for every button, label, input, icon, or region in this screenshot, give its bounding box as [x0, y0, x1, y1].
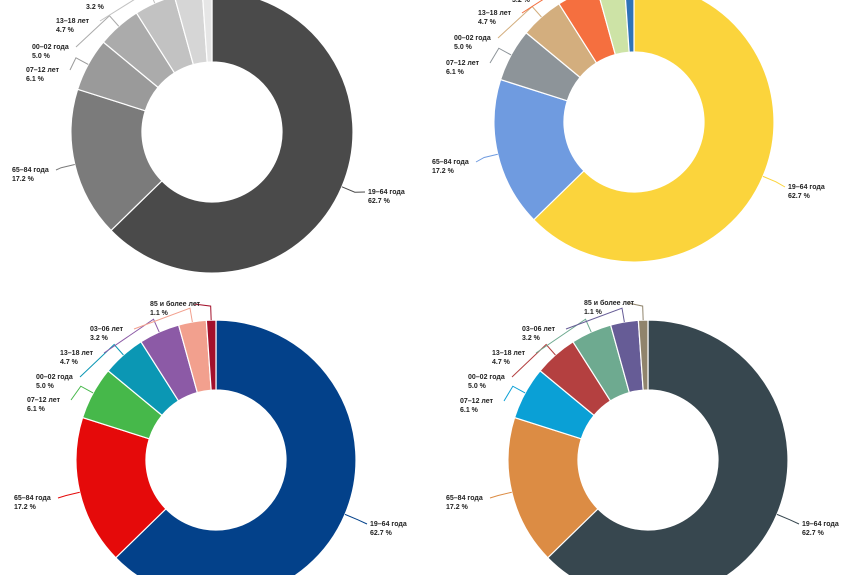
- donut-3-value-label-0: 62.7 %: [370, 530, 393, 537]
- donut-1-value-label-0: 62.7 %: [368, 198, 391, 205]
- donut-2-category-label-4: 13–18 лет: [478, 10, 512, 17]
- donut-1-slice-1-65-84[interactable]: [70, 88, 163, 232]
- donut-chart-2: 19–64 года 62.7 % 65–84 года 17.2 % 07–12 ле…: [432, 0, 825, 263]
- donut-4-leader-line-6: [627, 302, 644, 321]
- donut-3-value-label-1: 17.2 %: [14, 504, 37, 511]
- donut-3-leader-line-3: [79, 343, 124, 378]
- donut-4-category-label-2: 07–12 лет: [460, 398, 494, 405]
- donut-1-category-label-4: 13–18 лет: [56, 18, 90, 25]
- donut-1-leader-line-3: [75, 15, 120, 48]
- donut-2-leader-line-2: [489, 47, 512, 64]
- donut-3-slice-6-85[interactable]: [205, 319, 217, 391]
- donut-1-value-label-1: 17.2 %: [12, 176, 35, 183]
- donut-4-leader-line-4: [535, 318, 592, 354]
- donut-1-leader-line-4: [99, 0, 156, 22]
- donut-3-category-label-6: 85 и более лет: [150, 300, 201, 308]
- donut-3-leader-line-2: [70, 385, 94, 401]
- donut-4-value-label-4: 4.7 %: [492, 359, 511, 366]
- donut-4-leader-line-2: [503, 385, 526, 402]
- donut-2-slice-0-19-64[interactable]: [532, 0, 775, 263]
- donut-2-leader-line-0: [762, 175, 786, 188]
- donut-4-slice-6-85[interactable]: [637, 319, 649, 391]
- donut-4-category-label-5: 03–06 лет: [522, 326, 556, 333]
- donut-2-slice-6-85[interactable]: [624, 0, 635, 53]
- donut-2-value-label-5: 3.2 %: [512, 0, 531, 4]
- donut-2-category-label-1: 65–84 года: [432, 159, 469, 166]
- donut-1-slice-0-19-64[interactable]: [110, 0, 354, 274]
- donut-3-leader-line-6: [193, 303, 212, 321]
- donut-1-value-label-2: 6.1 %: [26, 76, 45, 83]
- donut-3-category-label-0: 19–64 года: [370, 521, 407, 528]
- donut-1-category-label-2: 07–12 лет: [26, 67, 60, 74]
- donut-4-category-label-0: 19–64 года: [802, 521, 839, 528]
- donut-4-value-label-6: 1.1 %: [584, 309, 603, 316]
- donut-1-value-label-3: 5.0 %: [32, 53, 51, 60]
- donut-4-leader-line-3: [511, 343, 556, 378]
- donut-chart-1: 19–64 года 62.7 % 65–84 года 17.2 % 07–12 ле…: [12, 0, 405, 274]
- donut-chart-4: 19–64 года 62.7 % 65–84 года 17.2 % 07–12 ле…: [446, 299, 839, 575]
- donut-1-slice-6-85[interactable]: [202, 0, 213, 63]
- donut-3-leader-line-4: [103, 318, 160, 354]
- donut-3-value-label-4: 4.7 %: [60, 359, 79, 366]
- donut-4-leader-line-0: [776, 513, 800, 525]
- donut-4-value-label-2: 6.1 %: [460, 407, 479, 414]
- donut-3-leader-line-1: [57, 491, 80, 499]
- donut-1-leader-line-0: [341, 186, 366, 193]
- donut-4-value-label-1: 17.2 %: [446, 504, 469, 511]
- donut-1-leader-line-1: [55, 163, 75, 171]
- donut-4-category-label-3: 00–02 года: [468, 374, 505, 381]
- donut-3-leader-line-5: [133, 307, 193, 330]
- donut-3-category-label-4: 13–18 лет: [60, 350, 94, 357]
- donut-4-value-label-3: 5.0 %: [468, 383, 487, 390]
- donut-2-slice-1-65-84[interactable]: [493, 78, 585, 221]
- donut-3-category-label-1: 65–84 года: [14, 495, 51, 502]
- donut-2-value-label-4: 4.7 %: [478, 19, 497, 26]
- donut-3-slice-0-19-64[interactable]: [114, 319, 357, 575]
- donut-2-leader-line-1: [475, 153, 498, 163]
- donut-4-category-label-1: 65–84 года: [446, 495, 483, 502]
- donut-3-category-label-5: 03–06 лет: [90, 326, 124, 333]
- donut-3-category-label-3: 00–02 года: [36, 374, 73, 381]
- donut-4-value-label-0: 62.7 %: [802, 530, 825, 537]
- donut-4-value-label-5: 3.2 %: [522, 335, 541, 342]
- donut-3-leader-line-0: [344, 513, 368, 525]
- donut-1-leader-line-2: [69, 57, 89, 71]
- donut-4-leader-line-5: [565, 307, 625, 330]
- donut-2-value-label-3: 5.0 %: [454, 44, 473, 51]
- donut-2-value-label-2: 6.1 %: [446, 69, 465, 76]
- donut-1-category-label-3: 00–02 года: [32, 44, 69, 51]
- donut-2-leader-line-4: [521, 0, 544, 14]
- donut-4-category-label-4: 13–18 лет: [492, 350, 526, 357]
- donut-2-value-label-1: 17.2 %: [432, 168, 455, 175]
- donut-3-category-label-2: 07–12 лет: [27, 397, 61, 404]
- donut-3-slice-1-65-84[interactable]: [75, 416, 167, 559]
- donut-2-value-label-0: 62.7 %: [788, 193, 811, 200]
- donut-3-value-label-3: 5.0 %: [36, 383, 55, 390]
- donut-2-category-label-2: 07–12 лет: [446, 60, 480, 67]
- donut-1-value-label-4: 4.7 %: [56, 27, 75, 34]
- donut-4-leader-line-1: [489, 491, 512, 499]
- donut-4-category-label-6: 85 и более лет: [584, 299, 635, 307]
- donut-4-slice-0-19-64[interactable]: [546, 319, 789, 575]
- donut-chart-3: 19–64 года 62.7 % 65–84 года 17.2 % 07–12 ле…: [14, 300, 407, 575]
- donut-2-category-label-0: 19–64 года: [788, 184, 825, 191]
- donut-1-value-label-5: 3.2 %: [86, 4, 105, 11]
- donut-1-category-label-0: 19–64 года: [368, 189, 405, 196]
- donut-4-slice-1-65-84[interactable]: [507, 416, 599, 559]
- donut-1-category-label-5: 03–06 лет: [86, 0, 120, 2]
- donut-3-value-label-6: 1.1 %: [150, 310, 169, 317]
- donut-3-value-label-2: 6.1 %: [27, 406, 46, 413]
- donut-3-value-label-5: 3.2 %: [90, 335, 109, 342]
- donut-1-category-label-1: 65–84 года: [12, 167, 49, 174]
- donut-2-category-label-3: 00–02 года: [454, 35, 491, 42]
